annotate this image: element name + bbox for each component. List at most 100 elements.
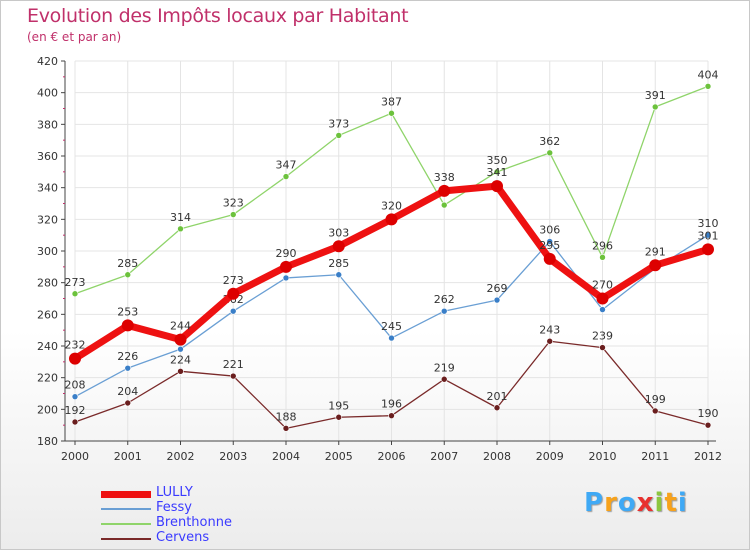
legend-label: LULLY <box>156 485 193 500</box>
x-tick-label: 2005 <box>325 450 353 463</box>
data-point <box>440 307 448 315</box>
data-point <box>229 307 237 315</box>
y-tick-label: 200 <box>37 403 58 416</box>
data-point <box>174 333 187 346</box>
logo-letter: i <box>677 488 688 518</box>
x-tick-label: 2012 <box>694 450 722 463</box>
data-point <box>704 421 712 429</box>
data-label: 341 <box>487 166 508 179</box>
data-label: 232 <box>65 339 86 352</box>
data-label: 301 <box>698 229 719 242</box>
data-point <box>124 399 132 407</box>
data-point <box>121 319 134 332</box>
data-point <box>438 184 451 197</box>
data-label: 404 <box>698 68 719 81</box>
data-point <box>546 149 554 157</box>
data-point <box>546 337 554 345</box>
data-point <box>493 296 501 304</box>
data-label: 219 <box>434 361 455 374</box>
data-point <box>599 254 606 261</box>
data-point <box>388 334 395 342</box>
data-label: 285 <box>117 257 138 270</box>
y-tick-label: 320 <box>37 213 58 226</box>
x-tick-label: 2004 <box>272 450 300 463</box>
data-label: 195 <box>328 399 349 412</box>
data-point <box>704 231 712 239</box>
data-point <box>388 109 395 117</box>
data-label: 273 <box>65 276 86 289</box>
y-tick-label: 240 <box>37 340 58 353</box>
data-label: 285 <box>328 257 349 270</box>
data-label: 387 <box>381 95 402 108</box>
data-point <box>280 260 292 273</box>
data-point <box>71 393 79 400</box>
chart-title: Evolution des Impôts locaux par Habitant <box>27 5 409 27</box>
data-point <box>596 292 609 305</box>
legend-swatch <box>101 490 151 498</box>
data-label: 323 <box>223 197 244 210</box>
y-tick-label: 400 <box>37 87 58 100</box>
data-point <box>599 344 606 351</box>
x-tick-label: 2011 <box>641 450 669 463</box>
x-tick-label: 2000 <box>61 450 89 463</box>
data-point <box>385 213 398 226</box>
data-point <box>124 364 132 372</box>
legend-label: Cervens <box>156 530 210 545</box>
x-tick-label: 2009 <box>536 450 564 463</box>
data-point <box>332 240 345 253</box>
data-label: 270 <box>592 279 613 292</box>
data-point <box>599 306 606 313</box>
data-label: 221 <box>223 358 244 371</box>
data-label: 239 <box>592 330 613 343</box>
x-tick-label: 2001 <box>114 450 142 463</box>
logo-letter: P <box>584 488 605 518</box>
data-label: 314 <box>170 211 191 224</box>
data-label: 208 <box>65 379 86 392</box>
data-label: 226 <box>117 350 138 363</box>
data-label: 269 <box>487 282 508 295</box>
x-tick-label: 2007 <box>430 450 458 463</box>
data-label: 291 <box>645 245 666 258</box>
data-label: 224 <box>170 353 191 366</box>
data-label: 245 <box>381 320 402 333</box>
logo-letter: o <box>617 488 637 518</box>
data-point <box>177 368 184 375</box>
series-lully: 232 253 244 273 290 303 320 338 341 295 270 291 301 <box>65 166 719 365</box>
data-label: 303 <box>328 226 349 239</box>
data-point <box>493 168 501 176</box>
data-point <box>649 259 662 272</box>
data-point <box>282 274 290 282</box>
y-tick-label: 360 <box>37 150 58 163</box>
y-tick-label: 380 <box>37 118 58 131</box>
y-tick-label: 300 <box>37 245 58 258</box>
data-label: 295 <box>539 239 560 252</box>
logo-letter: r <box>604 488 618 518</box>
data-point <box>493 404 501 412</box>
x-tick-label: 2008 <box>483 450 511 463</box>
series-fessy: 208226262285245262269306310 <box>65 217 719 400</box>
logo-letter: t <box>664 488 678 518</box>
legend-label: Fessy <box>156 500 193 515</box>
series-cervens: 192 204 224 221 188 195 196 219 201 243 239 199 190 <box>65 323 719 432</box>
x-tick-label: 2006 <box>378 450 406 463</box>
data-label: 262 <box>434 293 455 306</box>
data-point <box>491 180 503 193</box>
data-point <box>440 375 448 383</box>
data-point <box>335 132 343 139</box>
data-label: 244 <box>170 320 191 333</box>
data-point <box>177 225 184 233</box>
data-point <box>388 412 395 419</box>
data-point <box>546 238 554 245</box>
legend-swatch <box>101 538 151 540</box>
legend-swatch <box>101 508 151 510</box>
x-tick-label: 2003 <box>219 450 247 463</box>
data-point <box>651 407 659 415</box>
x-tick-label: 2002 <box>167 450 195 463</box>
data-label: 192 <box>65 404 86 417</box>
data-label: 201 <box>487 390 508 403</box>
data-point <box>543 252 556 265</box>
data-label: 338 <box>434 171 455 184</box>
data-point <box>335 271 343 279</box>
data-point <box>704 83 712 90</box>
